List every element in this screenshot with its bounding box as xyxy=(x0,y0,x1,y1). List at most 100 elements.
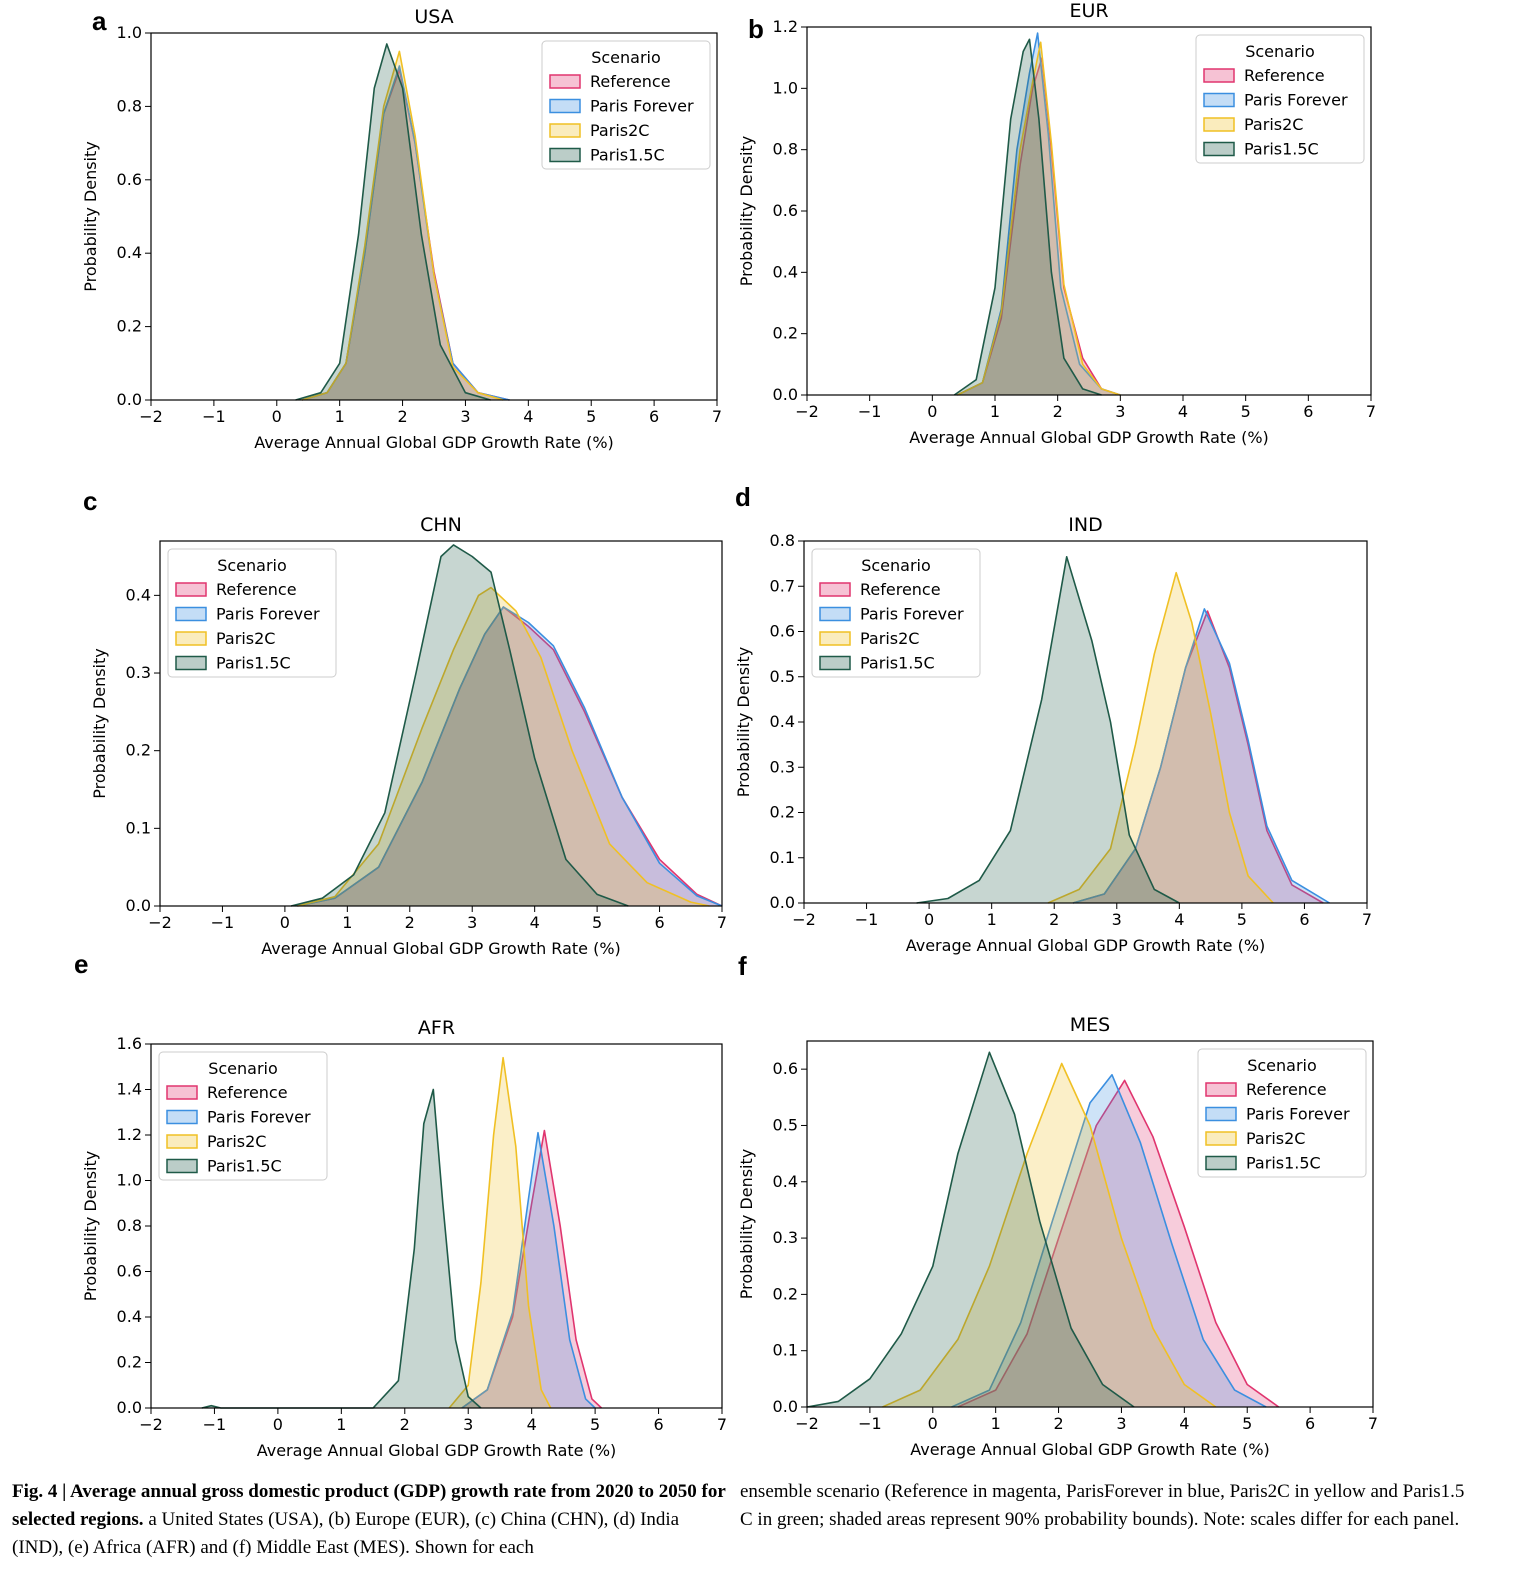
y-tick-label: 0.2 xyxy=(117,317,142,336)
series-line-paris2c xyxy=(301,50,504,401)
legend-label-paris1-5c: Paris1.5C xyxy=(216,654,291,673)
y-tick-label: 0.8 xyxy=(773,140,798,159)
chart-title: USA xyxy=(414,6,453,28)
x-tick-label: −2 xyxy=(795,1414,819,1433)
legend-swatch-reference xyxy=(166,1085,198,1100)
x-tick-label: 5 xyxy=(592,913,602,932)
legend-label-paris1-5c: Paris1.5C xyxy=(207,1157,282,1176)
series-line-paris1-5c xyxy=(295,43,491,401)
legend-swatch-paris2c xyxy=(1205,1131,1237,1146)
legend-label-reference: Reference xyxy=(860,580,941,599)
y-tick-label: 0.6 xyxy=(773,1059,798,1078)
legend-label-paris-forever: Paris Forever xyxy=(216,605,320,624)
chart-title: MES xyxy=(1070,1014,1110,1036)
y-tick-label: 0.1 xyxy=(773,1341,798,1360)
x-tick-label: 2 xyxy=(1049,910,1059,929)
legend-label-paris-forever: Paris Forever xyxy=(1246,1105,1350,1124)
x-tick-label: −1 xyxy=(858,1414,882,1433)
caption-right-column: ensemble scenario (Reference in magenta,… xyxy=(740,1478,1480,1534)
legend-swatch-paris1-5c xyxy=(166,1158,198,1174)
y-axis-label: Probability Density xyxy=(90,648,109,799)
y-tick-label: 1.0 xyxy=(117,23,142,42)
x-tick-label: 6 xyxy=(1305,1414,1315,1433)
y-tick-label: 0.3 xyxy=(773,1228,798,1247)
legend: Scenario Reference Paris Forever Paris2C Par… xyxy=(167,548,337,678)
x-tick-label: −1 xyxy=(211,913,235,932)
y-axis-label: Probability Density xyxy=(81,1151,100,1302)
series-line-paris-forever xyxy=(1072,608,1330,904)
series-area-paris-forever xyxy=(1073,608,1330,903)
legend-swatch-paris1-5c xyxy=(549,147,581,163)
y-tick-label: 0.6 xyxy=(773,201,798,220)
x-tick-label: 3 xyxy=(1116,1414,1126,1433)
legend-title: Scenario xyxy=(217,556,287,575)
caption-left-text: a United States (USA), (b) Europe (EUR),… xyxy=(12,1509,680,1558)
x-tick-label: 7 xyxy=(717,913,727,932)
y-tick-label: 1.0 xyxy=(117,1171,142,1190)
series-area-paris2c xyxy=(1048,572,1274,903)
y-tick-label: 0.0 xyxy=(773,1397,798,1416)
x-tick-label: 0 xyxy=(272,407,282,426)
series-line-paris-forever xyxy=(461,1131,596,1409)
y-axis-label: Probability Density xyxy=(81,141,100,292)
series-line-paris-forever xyxy=(297,606,723,907)
legend-label-paris2c: Paris2C xyxy=(207,1132,266,1151)
legend-swatch-paris-forever xyxy=(819,606,851,622)
y-tick-label: 0.0 xyxy=(117,1398,142,1417)
legend-swatch-paris-forever xyxy=(175,606,207,622)
x-tick-label: 0 xyxy=(924,910,934,929)
panel-letter-c: c xyxy=(83,486,97,516)
y-tick-label: 0.4 xyxy=(773,262,798,281)
chart-panel-f: f MES −2 −1 0 1 2 3 4 5 6 7 0.0 0.1 0.2 0.3 0.4 0.5 0.6 Ave… xyxy=(737,951,1378,1459)
y-tick-label: 1.2 xyxy=(773,17,798,36)
legend-label-paris2c: Paris2C xyxy=(590,121,649,140)
x-tick-label: 7 xyxy=(1368,1414,1378,1433)
x-tick-label: −1 xyxy=(858,402,882,421)
figure-caption: Fig. 4 | Average annual gross domestic p… xyxy=(12,1478,1502,1574)
y-tick-label: 0.4 xyxy=(770,712,795,731)
series-area-paris-forever xyxy=(301,66,510,400)
legend-label-paris-forever: Paris Forever xyxy=(207,1108,311,1127)
y-tick-label: 0.8 xyxy=(117,1216,142,1235)
y-tick-label: 0.6 xyxy=(770,622,795,641)
legend-label-paris2c: Paris2C xyxy=(860,629,919,648)
y-tick-label: 0.8 xyxy=(770,531,795,550)
series-area-paris2c xyxy=(301,51,504,401)
chart-panel-c: c CHN −2 −1 0 1 2 3 4 5 6 7 0.0 0.1 0.2 0.3 0.4 Average A… xyxy=(83,486,727,958)
y-tick-label: 0.2 xyxy=(117,1353,142,1372)
x-tick-label: 2 xyxy=(397,407,407,426)
x-tick-label: −2 xyxy=(139,407,163,426)
x-tick-label: 4 xyxy=(530,913,540,932)
x-tick-label: 2 xyxy=(1053,402,1063,421)
y-tick-label: 0.2 xyxy=(773,324,798,343)
chart-panel-e: e AFR −2 −1 0 1 2 3 4 5 6 7 0.0 0.2 0.4 0.6 0.8 1.0 1.2 1.4… xyxy=(74,949,727,1460)
y-tick-label: 0.3 xyxy=(770,757,795,776)
x-tick-label: −2 xyxy=(792,910,816,929)
legend: Scenario Reference Paris Forever Paris2C Par… xyxy=(811,548,981,678)
chart-panel-b: b EUR −2 −1 0 1 2 3 4 5 6 7 0.0 0.2 0.4 0.6 0.8 1.0 1.2 Ave… xyxy=(737,0,1376,447)
x-tick-label: −1 xyxy=(203,1415,227,1434)
x-tick-label: 0 xyxy=(927,402,937,421)
x-tick-label: 4 xyxy=(1174,910,1184,929)
x-tick-label: 5 xyxy=(590,1415,600,1434)
y-axis-label: Probability Density xyxy=(737,136,756,287)
caption-right-text: ensemble scenario (Reference in magenta,… xyxy=(740,1481,1465,1530)
x-axis-label: Average Annual Global GDP Growth Rate (%… xyxy=(906,936,1266,955)
x-tick-label: −2 xyxy=(795,402,819,421)
x-tick-label: 7 xyxy=(1366,402,1376,421)
series-area-paris1-5c xyxy=(291,544,629,906)
legend-label-paris2c: Paris2C xyxy=(1246,1129,1305,1148)
legend: Scenario Reference Paris Forever Paris2C Par… xyxy=(1195,34,1365,164)
legend-label-paris2c: Paris2C xyxy=(216,629,275,648)
legend-swatch-reference xyxy=(175,582,207,597)
legend-title: Scenario xyxy=(591,48,661,67)
panel-letter-b: b xyxy=(748,14,764,44)
x-tick-label: 0 xyxy=(928,1414,938,1433)
y-tick-label: 0.3 xyxy=(126,663,151,682)
x-axis-label: Average Annual Global GDP Growth Rate (%… xyxy=(261,939,621,958)
x-tick-label: 3 xyxy=(460,407,470,426)
x-axis-label: Average Annual Global GDP Growth Rate (%… xyxy=(254,433,614,452)
legend-title: Scenario xyxy=(1247,1056,1317,1075)
legend-title: Scenario xyxy=(861,556,931,575)
y-tick-label: 0.4 xyxy=(117,1307,142,1326)
